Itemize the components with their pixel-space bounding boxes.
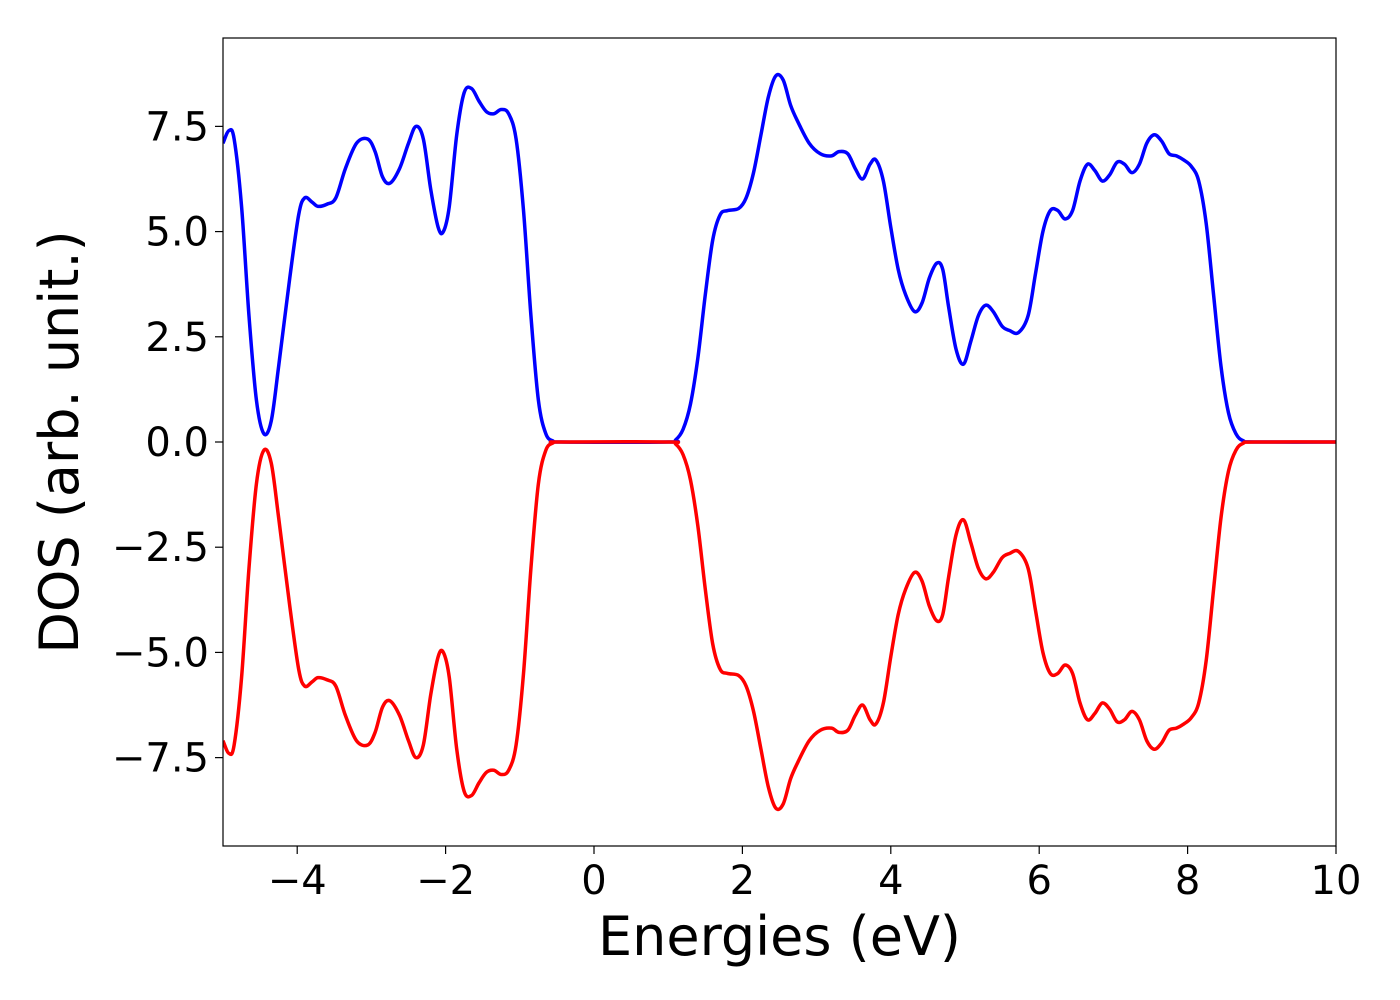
x-tick-label: 2 <box>730 858 755 904</box>
series-layer <box>223 72 1336 812</box>
x-axis-label: Energies (eV) <box>598 905 961 968</box>
y-tick-label: −2.5 <box>112 525 209 571</box>
y-tick-label: 5.0 <box>145 210 209 256</box>
x-tick-label: 0 <box>581 858 606 904</box>
y-axis-ticks: 7.5 5.0 2.5 0.0 −2.5 −5.0 −7.5 <box>112 104 223 782</box>
x-tick-label: 6 <box>1026 858 1051 904</box>
x-tick-label: −2 <box>416 858 475 904</box>
series-line-spin-up <box>223 72 1336 444</box>
x-axis-ticks: −4 −2 0 2 4 6 8 10 <box>268 846 1362 904</box>
y-tick-label: 2.5 <box>145 315 209 361</box>
x-tick-label: −4 <box>268 858 327 904</box>
y-axis-label: DOS (arb. unit.) <box>28 230 91 653</box>
y-tick-label: −5.0 <box>112 630 209 676</box>
plot-frame <box>222 37 1337 847</box>
x-tick-label: 10 <box>1311 858 1362 904</box>
y-tick-label: 0.0 <box>145 420 209 466</box>
x-tick-label: 8 <box>1175 858 1200 904</box>
series-line-spin-down <box>223 440 1336 812</box>
x-tick-label: 4 <box>878 858 903 904</box>
y-tick-label: 7.5 <box>145 104 209 150</box>
y-tick-label: −7.5 <box>112 736 209 782</box>
